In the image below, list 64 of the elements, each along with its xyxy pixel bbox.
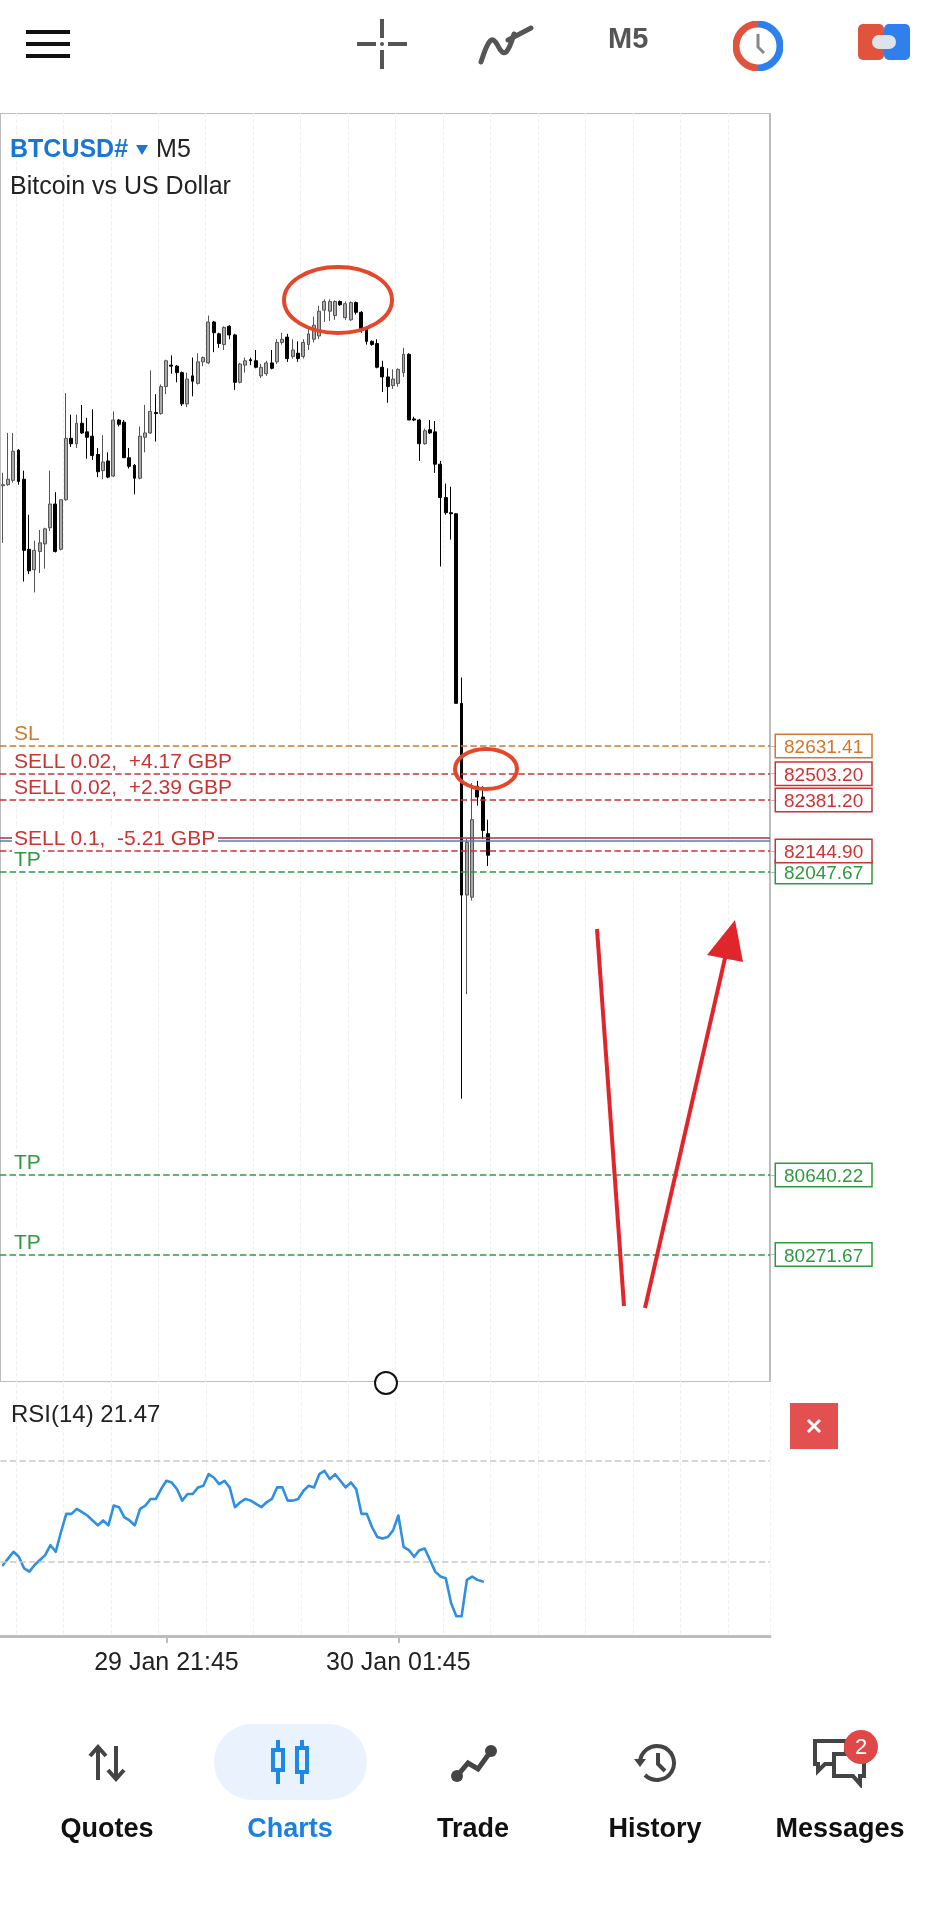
candlestick bbox=[301, 338, 305, 360]
y-tick-label: 82631.41 bbox=[784, 736, 864, 758]
candlestick bbox=[481, 785, 485, 840]
candlestick bbox=[322, 298, 326, 323]
candlestick bbox=[291, 338, 295, 360]
candlestick bbox=[133, 463, 136, 495]
candlestick bbox=[75, 414, 78, 449]
y-tick-label: 82503.20 bbox=[784, 763, 864, 785]
candlestick bbox=[270, 349, 274, 370]
candlestick bbox=[53, 491, 57, 554]
ref-line-label: TP bbox=[14, 1150, 41, 1174]
candlestick bbox=[386, 367, 390, 404]
annotation: M5 bbox=[156, 134, 191, 162]
candlestick bbox=[48, 470, 52, 532]
candlestick bbox=[169, 354, 173, 375]
y-tick-label: 80640.22 bbox=[784, 1165, 864, 1187]
candlestick bbox=[185, 372, 189, 408]
ref-line-label: TP bbox=[14, 1229, 41, 1253]
ref-line-label: TP bbox=[14, 846, 41, 870]
candlestick bbox=[32, 540, 36, 593]
candlestick bbox=[460, 676, 463, 1100]
candlestick bbox=[69, 414, 73, 448]
y-tick-label: 80271.67 bbox=[784, 1244, 864, 1266]
candlestick bbox=[307, 327, 310, 351]
ref-line-label: SL bbox=[14, 721, 40, 745]
candlestick bbox=[296, 340, 300, 363]
candlestick bbox=[423, 428, 427, 446]
candlestick bbox=[212, 320, 216, 353]
candlestick bbox=[343, 301, 347, 321]
text: Quotes bbox=[60, 1813, 154, 1844]
text: BTCUSD# bbox=[10, 134, 129, 162]
y-tick-label: 82381.20 bbox=[784, 790, 864, 812]
candlestick bbox=[191, 357, 194, 397]
candlestick bbox=[217, 332, 221, 349]
candlestick bbox=[227, 324, 231, 340]
text: Bitcoin vs US Dollar bbox=[10, 171, 231, 200]
candlestick bbox=[17, 448, 20, 486]
text: Trade bbox=[436, 1813, 510, 1844]
ref-line-label: SELL 0.1, -5.21 GBP bbox=[14, 825, 216, 849]
ref-line-label: SELL 0.02, +2.39 GBP bbox=[14, 775, 233, 799]
x-tick-label: 30 Jan 01:45 bbox=[326, 1646, 471, 1675]
candlestick bbox=[254, 349, 258, 369]
candlestick bbox=[106, 451, 110, 479]
candlestick bbox=[154, 393, 158, 443]
candlestick bbox=[285, 333, 289, 363]
candlestick bbox=[338, 299, 342, 307]
text: 2 bbox=[844, 1730, 878, 1764]
candlestick bbox=[249, 357, 252, 366]
candlestick bbox=[349, 301, 353, 322]
candlestick bbox=[402, 347, 405, 378]
ref-line-label: SELL 0.02, +4.17 GBP bbox=[14, 748, 233, 772]
text: History bbox=[608, 1813, 702, 1844]
chart-title: RSI(14) 21.47 bbox=[11, 1399, 161, 1427]
candlestick bbox=[101, 434, 105, 480]
candlestick bbox=[222, 325, 226, 351]
x-tick-label: 29 Jan 21:45 bbox=[94, 1646, 239, 1675]
text: M5 bbox=[608, 22, 649, 55]
y-tick-label: 82144.90 bbox=[784, 840, 864, 862]
y-tick-label: 82047.67 bbox=[784, 861, 864, 883]
text: Messages bbox=[775, 1813, 905, 1844]
text: Charts bbox=[247, 1813, 333, 1844]
candlestick bbox=[96, 447, 100, 478]
candlestick bbox=[111, 410, 115, 478]
candlestick bbox=[233, 333, 237, 391]
